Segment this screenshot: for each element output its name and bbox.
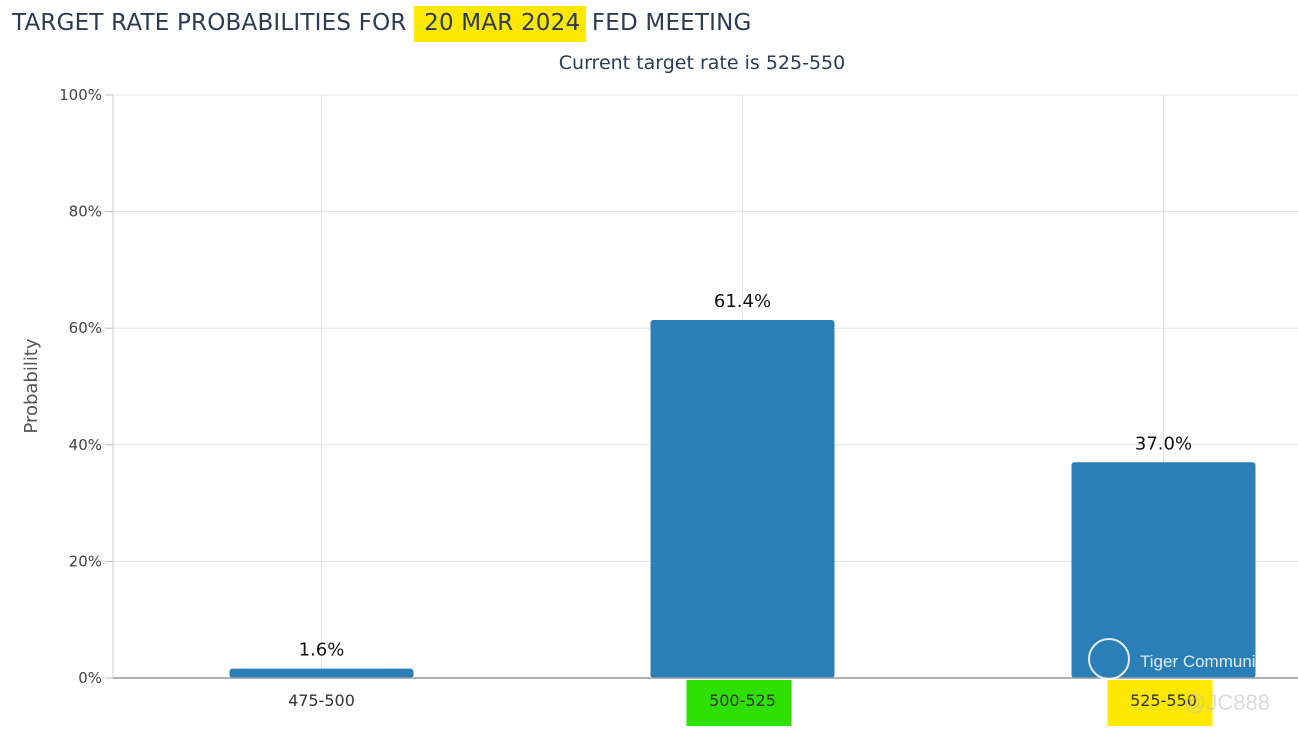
y-tick-label: 100% (59, 86, 102, 104)
x-tick-label: 475-500 (288, 691, 355, 710)
y-tick-label: 80% (69, 203, 102, 221)
title-suffix: FED MEETING (584, 10, 752, 36)
y-tick-label: 0% (78, 669, 102, 687)
x-label-highlight (686, 680, 792, 726)
y-tick-label: 40% (69, 436, 102, 454)
x-tick-label: 500-525 (709, 691, 776, 710)
data-label: 1.6% (299, 640, 345, 661)
bar-475-500 (229, 668, 414, 678)
data-label: 61.4% (714, 291, 771, 312)
x-tick-label: 525-550 (1130, 691, 1197, 710)
y-tick-label: 20% (69, 552, 102, 570)
chart-title: TARGET RATE PROBABILITIES FOR 20 MAR 202… (12, 6, 752, 42)
title-date-highlight: 20 MAR 2024 (414, 6, 587, 42)
y-tick-label: 60% (69, 319, 102, 337)
y-axis-label: Probability (21, 338, 42, 433)
data-label: 37.0% (1135, 433, 1192, 454)
chart-subtitle: Current target rate is 525-550 (558, 52, 846, 74)
x-label-highlight (1107, 680, 1213, 726)
title-prefix: TARGET RATE PROBABILITIES FOR (12, 10, 415, 36)
bar-500-525 (650, 320, 835, 678)
bar-525-550 (1071, 462, 1256, 678)
